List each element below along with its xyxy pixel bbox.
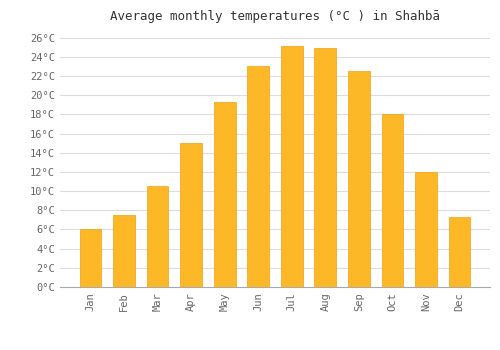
Bar — [415, 172, 437, 287]
Bar — [214, 102, 236, 287]
Bar — [348, 71, 370, 287]
Bar — [180, 143, 202, 287]
Bar — [314, 48, 336, 287]
Bar — [448, 217, 470, 287]
Bar — [146, 186, 169, 287]
Bar — [248, 66, 269, 287]
Bar — [382, 114, 404, 287]
Bar — [80, 230, 102, 287]
Bar — [113, 215, 135, 287]
Title: Average monthly temperatures (°C ) in Shahbā: Average monthly temperatures (°C ) in Sh… — [110, 10, 440, 23]
Bar — [281, 46, 302, 287]
